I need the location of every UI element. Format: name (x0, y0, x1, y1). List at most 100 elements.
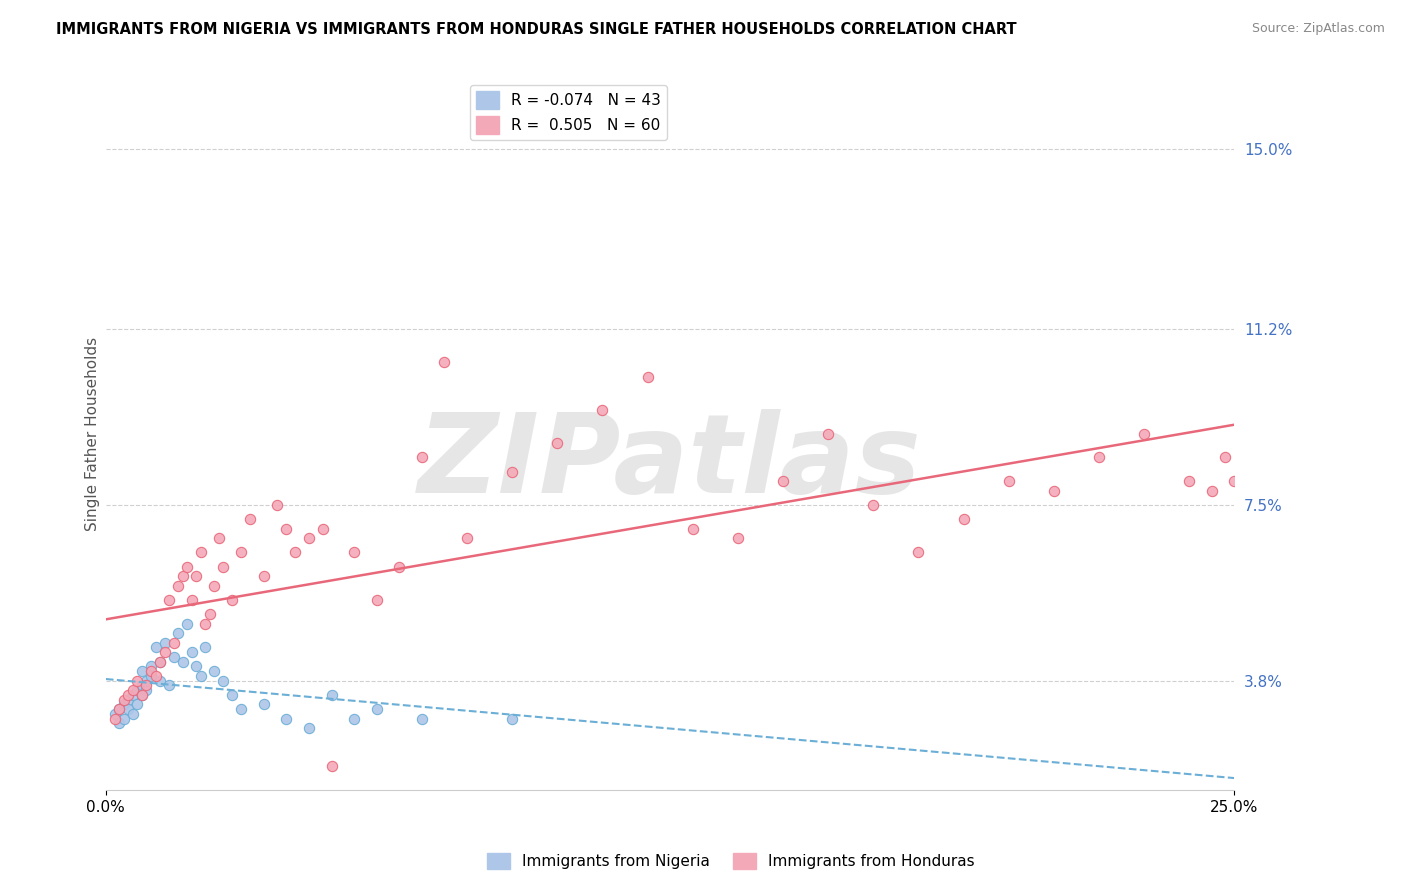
Point (501, 465, 523, 479)
Point (112, 698, 135, 712)
Point (186, 659, 208, 673)
Point (1178, 474, 1201, 488)
Point (231, 702, 253, 716)
Point (221, 592, 243, 607)
Point (591, 403, 613, 417)
Point (139, 659, 162, 673)
Point (907, 545, 929, 559)
Point (198, 607, 221, 621)
Point (212, 673, 235, 688)
Point (1133, 426, 1156, 441)
Point (127, 683, 149, 698)
Point (122, 688, 145, 702)
Point (221, 688, 243, 702)
Point (456, 531, 478, 545)
Point (135, 673, 157, 688)
Point (343, 712, 366, 726)
Point (135, 678, 157, 692)
Point (149, 655, 172, 669)
Point (117, 702, 139, 716)
Point (997, 474, 1019, 488)
Point (276, 712, 298, 726)
Point (194, 640, 217, 655)
Point (952, 512, 974, 526)
Point (131, 688, 153, 702)
Legend: Immigrants from Nigeria, Immigrants from Honduras: Immigrants from Nigeria, Immigrants from… (481, 847, 981, 875)
Point (1215, 450, 1237, 465)
Point (411, 450, 433, 465)
Point (253, 698, 276, 712)
Point (139, 664, 162, 678)
Point (343, 545, 366, 559)
Point (388, 559, 411, 574)
Point (157, 592, 180, 607)
Point (145, 669, 167, 683)
Text: Source: ZipAtlas.com: Source: ZipAtlas.com (1251, 22, 1385, 36)
Point (817, 426, 839, 441)
Point (153, 635, 176, 649)
Point (727, 531, 749, 545)
Point (167, 579, 190, 593)
Point (172, 569, 194, 583)
Point (108, 702, 131, 716)
Point (1088, 450, 1111, 465)
Point (366, 702, 388, 716)
Point (162, 635, 184, 649)
Point (104, 706, 127, 721)
Point (266, 498, 288, 512)
Point (108, 716, 131, 731)
Point (149, 673, 172, 688)
Point (190, 545, 212, 559)
Point (145, 640, 167, 655)
Point (1223, 474, 1246, 488)
Legend: R = -0.074   N = 43, R =  0.505   N = 60: R = -0.074 N = 43, R = 0.505 N = 60 (470, 85, 668, 140)
Point (180, 645, 202, 659)
Point (411, 712, 433, 726)
Point (117, 688, 139, 702)
Point (117, 692, 139, 706)
Point (1043, 483, 1066, 498)
Point (321, 688, 343, 702)
Point (1201, 483, 1223, 498)
Point (637, 369, 659, 384)
Point (112, 712, 135, 726)
Point (112, 692, 135, 706)
Point (176, 559, 198, 574)
Point (135, 683, 157, 698)
Point (149, 655, 172, 669)
Y-axis label: Single Father Households: Single Father Households (86, 336, 100, 531)
Point (284, 545, 307, 559)
Point (108, 702, 131, 716)
Point (311, 522, 333, 536)
Point (253, 569, 276, 583)
Point (276, 522, 298, 536)
Point (104, 712, 127, 726)
Point (176, 616, 198, 631)
Point (167, 626, 190, 640)
Point (172, 655, 194, 669)
Point (162, 649, 184, 664)
Point (180, 592, 202, 607)
Point (131, 688, 153, 702)
Point (298, 531, 321, 545)
Point (239, 512, 262, 526)
Point (131, 678, 153, 692)
Point (231, 545, 253, 559)
Point (682, 522, 704, 536)
Point (122, 706, 145, 721)
Point (127, 673, 149, 688)
Text: ZIPatlas: ZIPatlas (419, 409, 922, 516)
Point (194, 616, 217, 631)
Point (772, 474, 794, 488)
Point (186, 569, 208, 583)
Text: IMMIGRANTS FROM NIGERIA VS IMMIGRANTS FROM HONDURAS SINGLE FATHER HOUSEHOLDS COR: IMMIGRANTS FROM NIGERIA VS IMMIGRANTS FR… (56, 22, 1017, 37)
Point (208, 531, 231, 545)
Point (190, 669, 212, 683)
Point (122, 683, 145, 698)
Point (139, 669, 162, 683)
Point (862, 498, 884, 512)
Point (546, 436, 568, 450)
Point (501, 712, 523, 726)
Point (202, 579, 225, 593)
Point (153, 645, 176, 659)
